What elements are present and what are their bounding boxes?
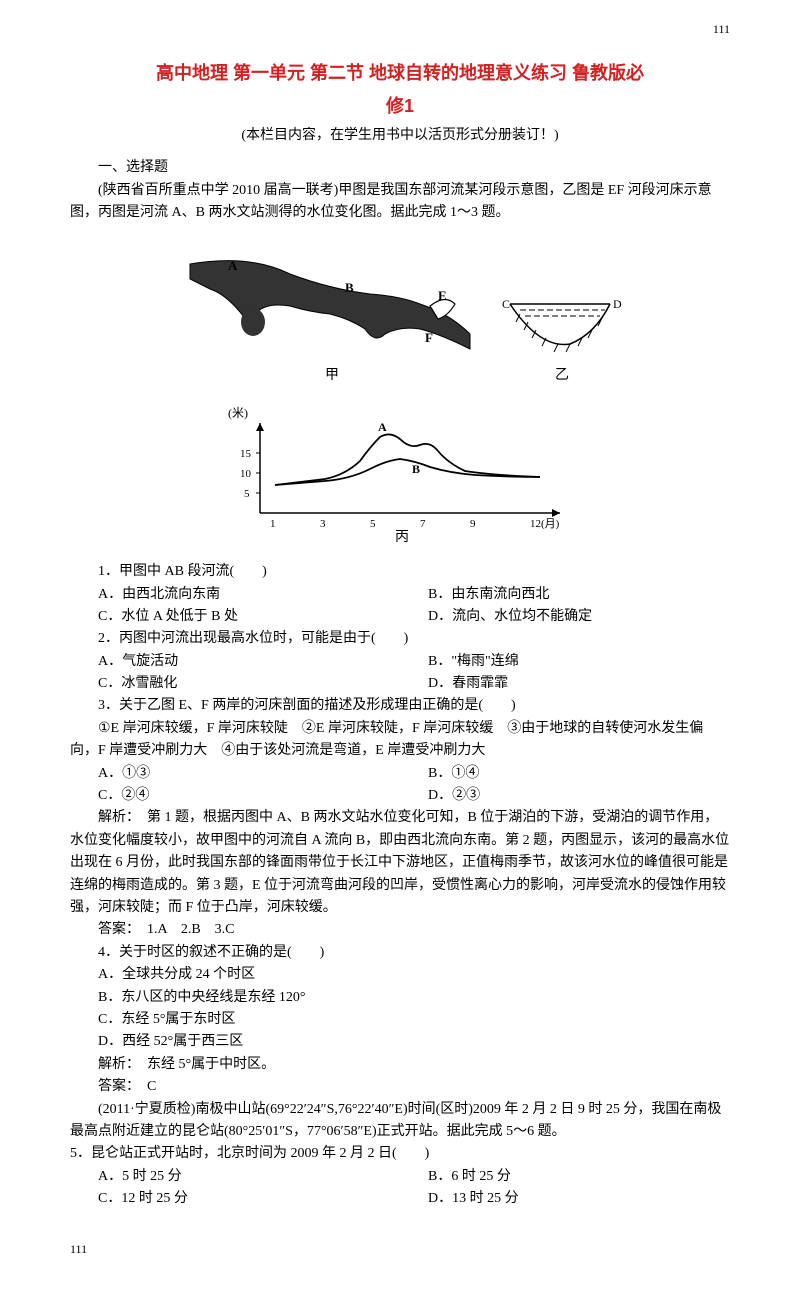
q2-a: A．气旋活动 <box>70 651 400 673</box>
q3-options-text: ①E 岸河床较缓，F 岸河床较陡 ②E 岸河床较陡，F 岸河床较缓 ③由于地球的… <box>70 718 730 763</box>
answer-2: 答案： C <box>70 1076 730 1098</box>
svg-text:丙: 丙 <box>395 530 409 543</box>
svg-text:10: 10 <box>240 468 252 480</box>
q3-options-row1: A．①③ B．①④ <box>70 763 730 785</box>
diagram-bing: (米) 5 10 15 1 3 5 7 9 12(月) A B 丙 <box>70 403 730 551</box>
q2-options-row1: A．气旋活动 B．"梅雨"连绵 <box>70 651 730 673</box>
label-jia: 甲 <box>325 368 339 383</box>
q1-options-row1: A．由西北流向东南 B．由东南流向西北 <box>70 584 730 606</box>
q4-a: A．全球共分成 24 个时区 <box>70 964 730 986</box>
q5-c: C．12 时 25 分 <box>70 1188 400 1210</box>
page-number-bottom: 111 <box>70 1240 730 1259</box>
q4-c: C．东经 5°属于东时区 <box>70 1009 730 1031</box>
svg-text:A: A <box>228 258 238 273</box>
svg-text:5: 5 <box>370 518 376 530</box>
svg-text:C: C <box>502 297 510 311</box>
svg-text:15: 15 <box>240 448 252 460</box>
q1-b: B．由东南流向西北 <box>400 584 730 606</box>
analysis-2: 解析： 东经 5°属于中时区。 <box>70 1054 730 1076</box>
q5-stem: 5．昆仑站正式开站时，北京时间为 2009 年 2 月 2 日( ) <box>70 1143 730 1165</box>
svg-text:D: D <box>613 297 622 311</box>
svg-text:B: B <box>345 280 354 295</box>
q1-d: D．流向、水位均不能确定 <box>400 606 730 628</box>
q5-b: B．6 时 25 分 <box>400 1166 730 1188</box>
q1-stem: 1．甲图中 AB 段河流( ) <box>70 561 730 583</box>
page-number-top: 111 <box>70 20 730 39</box>
title-line1: 高中地理 第一单元 第二节 地球自转的地理意义练习 鲁教版必 <box>70 59 730 88</box>
q4-b: B．东八区的中央经线是东经 120° <box>70 987 730 1009</box>
q5-d: D．13 时 25 分 <box>400 1188 730 1210</box>
svg-text:7: 7 <box>420 518 426 530</box>
q4-stem: 4．关于时区的叙述不正确的是( ) <box>70 942 730 964</box>
svg-text:1: 1 <box>270 518 276 530</box>
title-line2: 修1 <box>70 92 730 121</box>
analysis-1: 解析： 第 1 题，根据丙图中 A、B 两水文站水位变化可知，B 位于湖泊的下游… <box>70 807 730 919</box>
svg-text:F: F <box>425 330 433 345</box>
q2-d: D．春雨霏霏 <box>400 673 730 695</box>
svg-text:5: 5 <box>244 488 250 500</box>
q5-options-row2: C．12 时 25 分 D．13 时 25 分 <box>70 1188 730 1210</box>
diagram-jia-yi: A B E F 甲 C D 乙 <box>70 234 730 392</box>
q1-options-row2: C．水位 A 处低于 B 处 D．流向、水位均不能确定 <box>70 606 730 628</box>
q5-a: A．5 时 25 分 <box>70 1166 400 1188</box>
q3-a: A．①③ <box>70 763 400 785</box>
context-para-1: (陕西省百所重点中学 2010 届高一联考)甲图是我国东部河流某河段示意图，乙图… <box>70 180 730 225</box>
svg-text:(米): (米) <box>228 406 248 420</box>
q2-stem: 2．丙图中河流出现最高水位时，可能是由于( ) <box>70 628 730 650</box>
svg-text:E: E <box>438 288 447 303</box>
q1-a: A．由西北流向东南 <box>70 584 400 606</box>
section-heading: 一、选择题 <box>70 157 730 179</box>
q3-d: D．②③ <box>400 785 730 807</box>
q2-b: B．"梅雨"连绵 <box>400 651 730 673</box>
q1-c: C．水位 A 处低于 B 处 <box>70 606 400 628</box>
q3-c: C．②④ <box>70 785 400 807</box>
svg-text:12(月): 12(月) <box>530 518 560 530</box>
subtitle: (本栏目内容，在学生用书中以活页形式分册装订！) <box>70 125 730 147</box>
q4-d: D．西经 52°属于西三区 <box>70 1031 730 1053</box>
svg-text:B: B <box>412 462 420 476</box>
q5-options-row1: A．5 时 25 分 B．6 时 25 分 <box>70 1166 730 1188</box>
answer-1: 答案： 1.A 2.B 3.C <box>70 919 730 941</box>
q2-c: C．冰雪融化 <box>70 673 400 695</box>
context-para-2: (2011·宁夏质检)南极中山站(69°22′24″S,76°22′40″E)时… <box>70 1099 730 1144</box>
q3-b: B．①④ <box>400 763 730 785</box>
q3-options-row2: C．②④ D．②③ <box>70 785 730 807</box>
q2-options-row2: C．冰雪融化 D．春雨霏霏 <box>70 673 730 695</box>
label-yi: 乙 <box>555 367 569 383</box>
svg-text:A: A <box>378 420 387 434</box>
svg-text:9: 9 <box>470 518 476 530</box>
svg-text:3: 3 <box>320 518 326 530</box>
q3-stem: 3．关于乙图 E、F 两岸的河床剖面的描述及形成理由正确的是( ) <box>70 695 730 717</box>
